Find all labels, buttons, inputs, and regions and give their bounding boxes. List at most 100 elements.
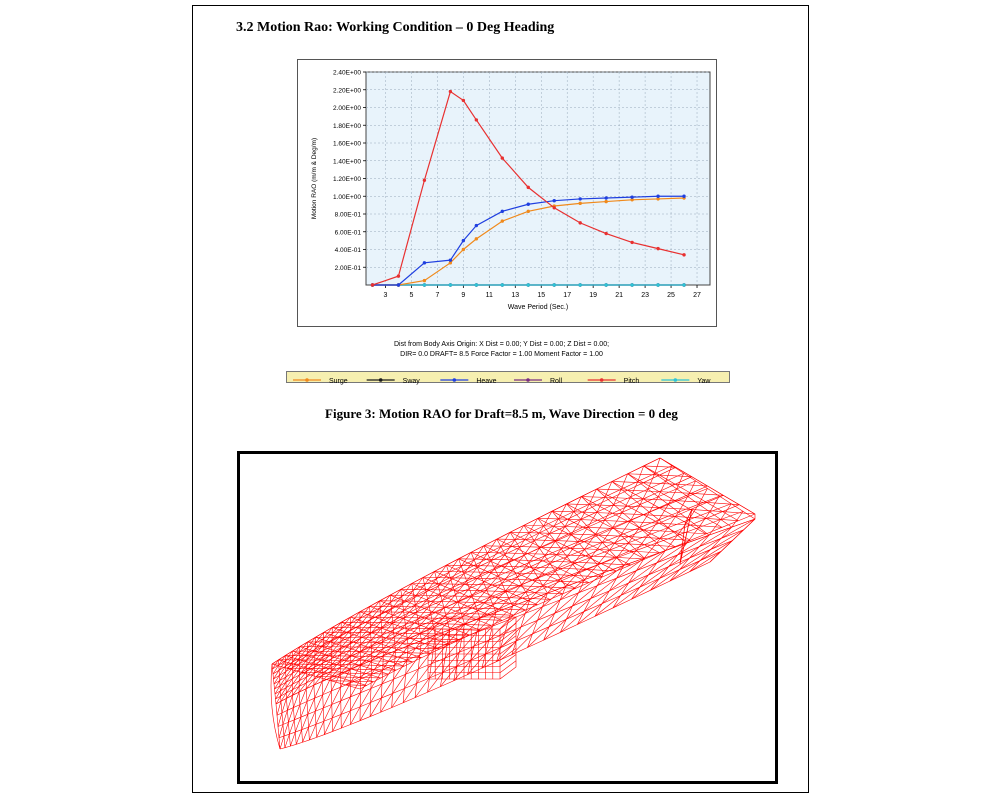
y-tick-label: 2.00E-01 xyxy=(335,265,362,272)
data-point-yaw xyxy=(422,283,427,287)
mesh-line xyxy=(441,595,469,597)
data-point-pitch xyxy=(552,206,556,210)
data-point-pitch xyxy=(526,185,530,190)
mesh-line xyxy=(307,698,315,715)
mesh-line xyxy=(676,473,685,490)
mesh-line xyxy=(400,642,425,644)
mesh-line xyxy=(373,669,397,671)
mesh-line xyxy=(271,457,661,665)
mesh-line xyxy=(700,540,733,561)
mesh-line xyxy=(464,583,493,586)
mesh-line xyxy=(381,665,405,667)
document-page: 3.2 Motion Rao: Working Condition – 0 De… xyxy=(192,5,809,793)
mesh-line xyxy=(405,654,421,675)
mesh-line xyxy=(292,686,300,696)
mesh-line xyxy=(340,629,351,642)
mesh-line xyxy=(424,617,451,619)
mesh-line xyxy=(499,654,517,667)
mesh-line xyxy=(556,554,586,557)
mesh-line xyxy=(669,560,701,582)
y-tick-label: 2.20E+00 xyxy=(333,87,361,94)
data-point-heave xyxy=(526,202,530,206)
mesh-line xyxy=(420,606,446,608)
mesh-line xyxy=(698,511,710,528)
mesh-line xyxy=(366,660,390,662)
mesh-line xyxy=(731,511,744,528)
mesh-line xyxy=(282,710,288,725)
mesh-line xyxy=(490,546,502,562)
x-tick-label: 7 xyxy=(435,292,439,299)
mesh-line xyxy=(435,612,462,614)
mesh-line xyxy=(637,465,644,482)
mesh-line xyxy=(627,473,660,476)
mesh-line xyxy=(294,704,301,720)
mesh-line xyxy=(525,539,555,541)
mesh-line xyxy=(679,549,711,570)
legend-label-heave: Heave xyxy=(476,378,496,385)
mesh-line xyxy=(299,647,308,659)
mesh-line xyxy=(706,502,740,505)
mesh-line xyxy=(499,641,517,655)
mesh-line xyxy=(597,519,629,522)
chart-info-line-1: Dist from Body Axis Origin: X Dist = 0.0… xyxy=(393,341,610,348)
mesh-line xyxy=(587,569,617,572)
mesh-line xyxy=(473,545,485,560)
mesh-line xyxy=(698,488,708,505)
mesh-line xyxy=(643,482,676,485)
mesh-line xyxy=(675,483,708,487)
mesh-line xyxy=(542,570,556,586)
mesh-line xyxy=(629,550,660,554)
mesh-line xyxy=(299,688,307,705)
mesh-line xyxy=(580,504,590,520)
legend-marker-heave xyxy=(452,378,457,382)
series-line-pitch xyxy=(372,90,685,286)
mesh-line xyxy=(496,538,526,541)
mesh-line xyxy=(622,496,631,513)
mesh-line xyxy=(286,684,293,694)
mesh-line xyxy=(299,641,308,653)
mesh-line xyxy=(644,544,675,547)
mesh-line xyxy=(573,575,603,578)
mesh-line xyxy=(690,524,723,528)
data-point-yaw xyxy=(448,283,453,287)
mesh-line xyxy=(614,542,645,546)
mesh-line xyxy=(529,566,559,569)
x-tick-label: 17 xyxy=(563,292,571,299)
legend-label-pitch: Pitch xyxy=(624,378,640,385)
y-tick-label: 1.20E+00 xyxy=(333,176,361,183)
mesh-line xyxy=(620,574,649,596)
mesh-line xyxy=(358,664,382,666)
mesh-line xyxy=(532,613,555,635)
mesh-line xyxy=(331,687,341,705)
data-point-pitch xyxy=(396,274,401,278)
mesh-line xyxy=(534,592,563,595)
series-line-surge xyxy=(372,197,685,286)
mesh-line xyxy=(280,682,287,692)
mesh-line xyxy=(597,565,625,586)
mesh-line xyxy=(639,488,649,505)
mesh-line xyxy=(278,655,286,666)
mesh-line xyxy=(292,674,300,685)
mesh-line xyxy=(459,595,473,610)
mesh-line xyxy=(602,527,614,543)
x-axis-label: Wave Period (Sec.) xyxy=(508,304,568,311)
mesh-line xyxy=(416,663,432,684)
mesh-line xyxy=(571,561,601,564)
data-point-yaw xyxy=(682,283,686,287)
mesh-line xyxy=(699,526,732,547)
mesh-line xyxy=(272,659,279,670)
data-point-pitch xyxy=(422,178,427,182)
mesh-line xyxy=(596,504,628,507)
mesh-line xyxy=(612,497,644,500)
legend-marker-pitch xyxy=(599,378,604,382)
mesh-line xyxy=(369,697,382,717)
mesh-line xyxy=(674,531,707,535)
mesh-line xyxy=(278,660,286,671)
mesh-line xyxy=(302,727,309,743)
data-point-heave xyxy=(422,261,427,265)
mesh-line xyxy=(520,606,543,628)
data-point-heave xyxy=(448,258,453,262)
mesh-line xyxy=(709,495,720,513)
x-tick-label: 13 xyxy=(511,292,519,299)
mesh-line xyxy=(568,533,599,536)
